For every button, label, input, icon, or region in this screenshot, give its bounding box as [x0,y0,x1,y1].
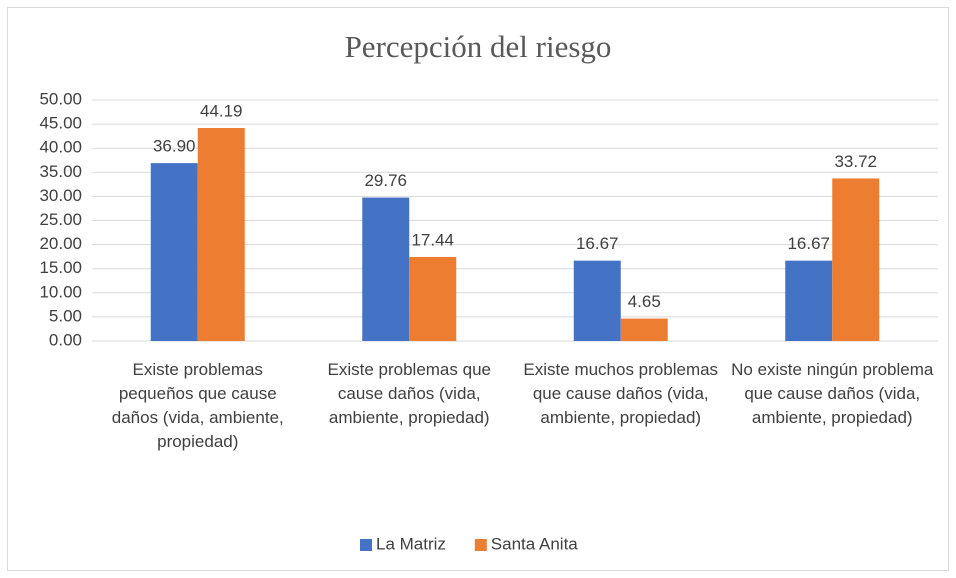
y-tick-label: 15.00 [39,258,82,277]
bar [197,128,245,341]
x-tick-label: Existe problemas que cause daños (vida, … [327,360,491,427]
y-tick-label: 40.00 [39,138,82,157]
bar [620,318,668,341]
y-tick-label: 20.00 [39,234,82,253]
x-tick-label: Existe problemas pequeños que cause daño… [111,360,284,451]
data-label: 17.44 [411,230,454,249]
y-tick-label: 30.00 [39,186,82,205]
data-label: 33.72 [834,152,877,171]
bar [362,197,410,341]
legend-swatch [360,539,372,551]
data-label: 16.67 [576,234,619,253]
y-tick-label: 25.00 [39,210,82,229]
legend-label: Santa Anita [491,534,579,553]
legend-swatch [474,539,487,551]
legend-label: La Matriz [376,534,446,553]
data-label: 44.19 [200,101,243,120]
y-tick-label: 50.00 [39,89,82,108]
bar [409,256,457,341]
y-tick-label: 5.00 [49,306,82,325]
bar [150,163,198,341]
data-label: 16.67 [787,234,830,253]
x-tick-label: Existe muchos problemas que cause daños … [523,360,719,427]
x-tick-label: No existe ningún problema que cause daño… [731,360,934,427]
chart-title: Percepción del riesgo [345,29,612,64]
bar [573,260,621,341]
data-label: 29.76 [364,171,407,190]
data-label: 36.90 [153,137,196,156]
bar [832,178,880,341]
y-tick-label: 10.00 [39,282,82,301]
data-label: 4.65 [628,292,661,311]
y-tick-label: 0.00 [49,330,82,349]
y-tick-label: 45.00 [39,114,82,133]
y-tick-label: 35.00 [39,162,82,181]
bar [785,260,833,341]
